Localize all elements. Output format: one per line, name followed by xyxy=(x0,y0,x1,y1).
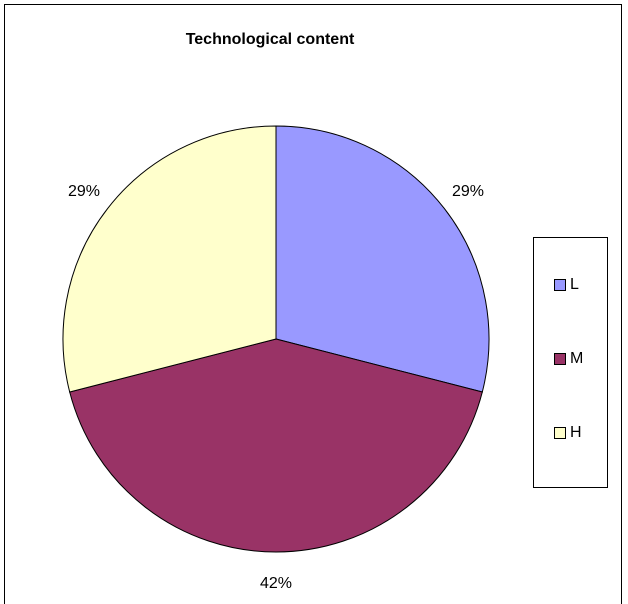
legend-label-m: M xyxy=(570,350,584,367)
pie-slice-h xyxy=(62,125,277,393)
legend: L M H xyxy=(533,237,608,488)
legend-label-l: L xyxy=(570,276,579,293)
legend-item-l: L xyxy=(554,275,579,295)
data-label-l: 29% xyxy=(452,183,484,200)
legend-swatch-l xyxy=(554,279,566,291)
chart-title: Technological content xyxy=(185,31,355,48)
pie-slice-m xyxy=(69,338,483,553)
data-label-h: 29% xyxy=(68,183,100,200)
legend-label-h: H xyxy=(570,424,582,441)
legend-swatch-m xyxy=(554,353,566,365)
legend-item-m: M xyxy=(554,349,583,369)
pie-slice-l xyxy=(275,125,490,393)
legend-swatch-h xyxy=(554,427,566,439)
data-label-m: 42% xyxy=(260,575,292,592)
legend-item-h: H xyxy=(554,423,582,443)
